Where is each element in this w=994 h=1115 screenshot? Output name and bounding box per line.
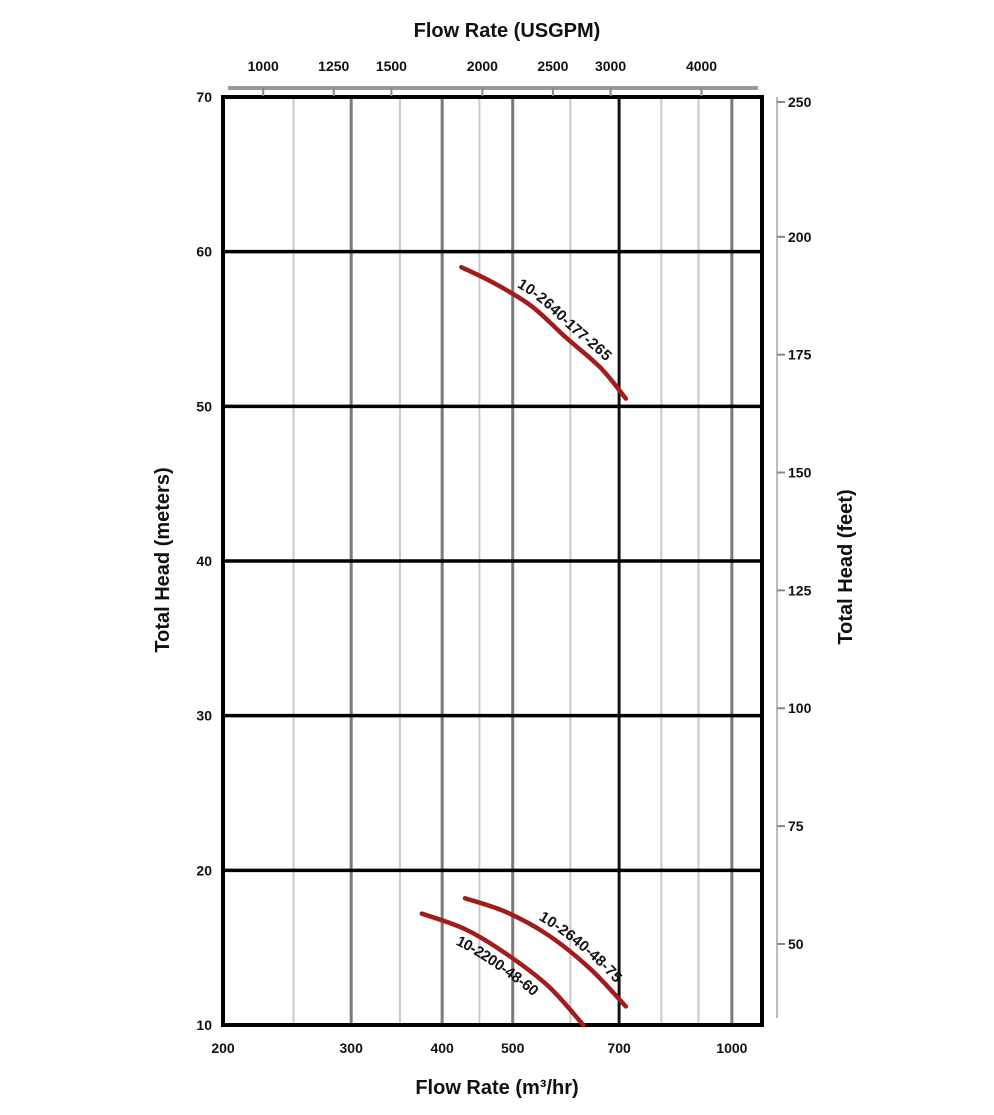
pump-curves [419, 264, 629, 1028]
x2-axis-title: Flow Rate (USGPM) [414, 20, 601, 42]
y2-tick-125: 125 [788, 582, 812, 598]
y2-tick-150: 150 [788, 465, 812, 481]
plot-frame [221, 95, 764, 1027]
y-tick-40: 40 [196, 553, 212, 569]
x2-tick-4000: 4000 [686, 58, 717, 74]
y2-tick-100: 100 [788, 700, 812, 716]
x-tick-200: 200 [211, 1040, 235, 1056]
y2-axis-title: Total Head (feet) [835, 489, 857, 644]
x-axis-title: Flow Rate (m³/hr) [415, 1077, 578, 1099]
y-axis-title: Total Head (meters) [152, 467, 174, 652]
pump-curve-10-2640-177-265 [459, 264, 629, 401]
curve-label-10-2640-177-265: 10-2640-177-265 [514, 276, 614, 365]
y2-tick-250: 250 [788, 94, 812, 110]
y-tick-20: 20 [196, 862, 212, 878]
y-tick-labels: 10 20 30 40 50 60 70 [196, 89, 212, 1033]
x2-tick-1500: 1500 [376, 58, 407, 74]
y-tick-70: 70 [196, 89, 212, 105]
x-tick-labels: 200 300 400 500 700 1000 [211, 1040, 747, 1056]
y2-tick-50: 50 [788, 936, 804, 952]
y-tick-60: 60 [196, 244, 212, 260]
y2-tick-200: 200 [788, 229, 812, 245]
pump-curve-10-2200-48-60 [419, 911, 586, 1028]
y2-tick-labels: 50 75 100 125 150 175 200 250 [777, 94, 812, 952]
y2-tick-175: 175 [788, 347, 812, 363]
curve-label-10-2200-48-60: 10-2200-48-60 [453, 933, 541, 1000]
x-tick-1000: 1000 [716, 1040, 747, 1056]
x2-tick-labels: 1000 1250 1500 2000 2500 3000 4000 [248, 58, 717, 96]
x2-tick-2000: 2000 [467, 58, 498, 74]
major-gridlines [223, 97, 762, 1025]
x2-tick-1250: 1250 [318, 58, 349, 74]
x-tick-500: 500 [501, 1040, 525, 1056]
x-tick-400: 400 [430, 1040, 454, 1056]
x2-tick-2500: 2500 [537, 58, 568, 74]
y-tick-50: 50 [196, 398, 212, 414]
x-tick-300: 300 [340, 1040, 364, 1056]
pump-curve-10-2640-48-75 [462, 895, 629, 1009]
y2-tick-75: 75 [788, 818, 804, 834]
x2-tick-3000: 3000 [595, 58, 626, 74]
x-tick-700: 700 [607, 1040, 631, 1056]
y-tick-10: 10 [196, 1017, 212, 1033]
y-tick-30: 30 [196, 708, 212, 724]
x2-tick-1000: 1000 [248, 58, 279, 74]
curve-label-10-2640-48-75: 10-2640-48-75 [536, 908, 625, 986]
